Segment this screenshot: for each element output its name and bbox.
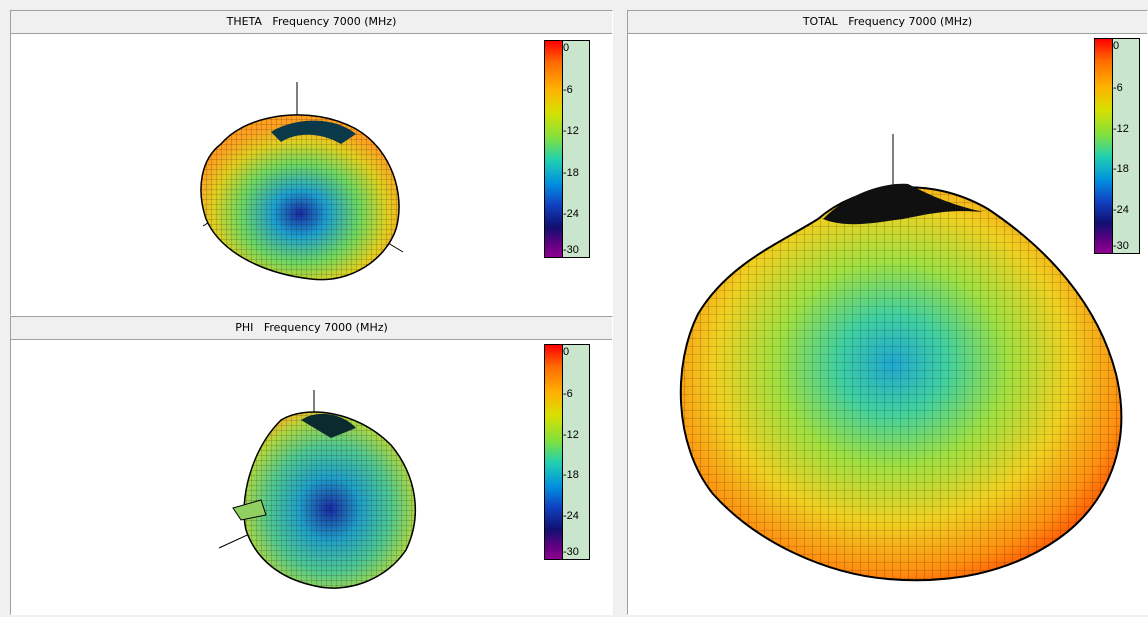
legend-tick: 0 — [563, 42, 570, 54]
phi-color-legend: 0 -6 -12 -18 -24 -30 — [544, 344, 590, 560]
theta-color-legend: 0 -6 -12 -18 -24 -30 — [544, 40, 590, 258]
phi-panel: PHI Frequency 7000 (MHz) — [10, 316, 613, 615]
vertical-splitter[interactable] — [615, 12, 627, 615]
legend-tick: -12 — [563, 125, 579, 137]
colorbar-gradient — [545, 345, 563, 559]
legend-tick: 0 — [563, 346, 570, 358]
legend-tick: -18 — [563, 469, 579, 481]
total-panel-title: TOTAL Frequency 7000 (MHz) — [628, 11, 1147, 33]
phi-3d-pattern — [218, 390, 417, 589]
legend-tick: -30 — [563, 244, 579, 256]
legend-tick: -6 — [1113, 82, 1123, 94]
legend-tick: -12 — [563, 429, 579, 441]
legend-tick: -30 — [1113, 240, 1129, 252]
theta-3d-pattern — [200, 82, 404, 281]
colorbar-gradient — [1095, 39, 1113, 253]
legend-tick: -24 — [563, 208, 579, 220]
legend-tick: -12 — [1113, 123, 1129, 135]
legend-tick: 0 — [1113, 40, 1120, 52]
legend-tick: -24 — [563, 510, 579, 522]
total-3d-pattern — [679, 134, 1123, 582]
legend-tick: -6 — [563, 388, 573, 400]
legend-tick: -6 — [563, 84, 573, 96]
total-panel: TOTAL Frequency 7000 (MHz) — [627, 10, 1148, 615]
theta-plot-area[interactable]: 0 -6 -12 -18 -24 -30 — [11, 33, 612, 315]
legend-tick: -18 — [563, 167, 579, 179]
total-color-legend: 0 -6 -12 -18 -24 -30 — [1094, 38, 1140, 254]
theta-panel: THETA Frequency 7000 (MHz) — [10, 10, 613, 316]
legend-tick: -18 — [1113, 163, 1129, 175]
legend-tick: -30 — [563, 546, 579, 558]
phi-plot-area[interactable]: 0 -6 -12 -18 -24 -30 — [11, 339, 612, 614]
legend-tick: -24 — [1113, 204, 1129, 216]
colorbar-gradient — [545, 41, 563, 257]
phi-panel-title: PHI Frequency 7000 (MHz) — [11, 317, 612, 339]
total-plot-area[interactable]: 0 -6 -12 -18 -24 -30 — [628, 33, 1147, 614]
theta-panel-title: THETA Frequency 7000 (MHz) — [11, 11, 612, 33]
